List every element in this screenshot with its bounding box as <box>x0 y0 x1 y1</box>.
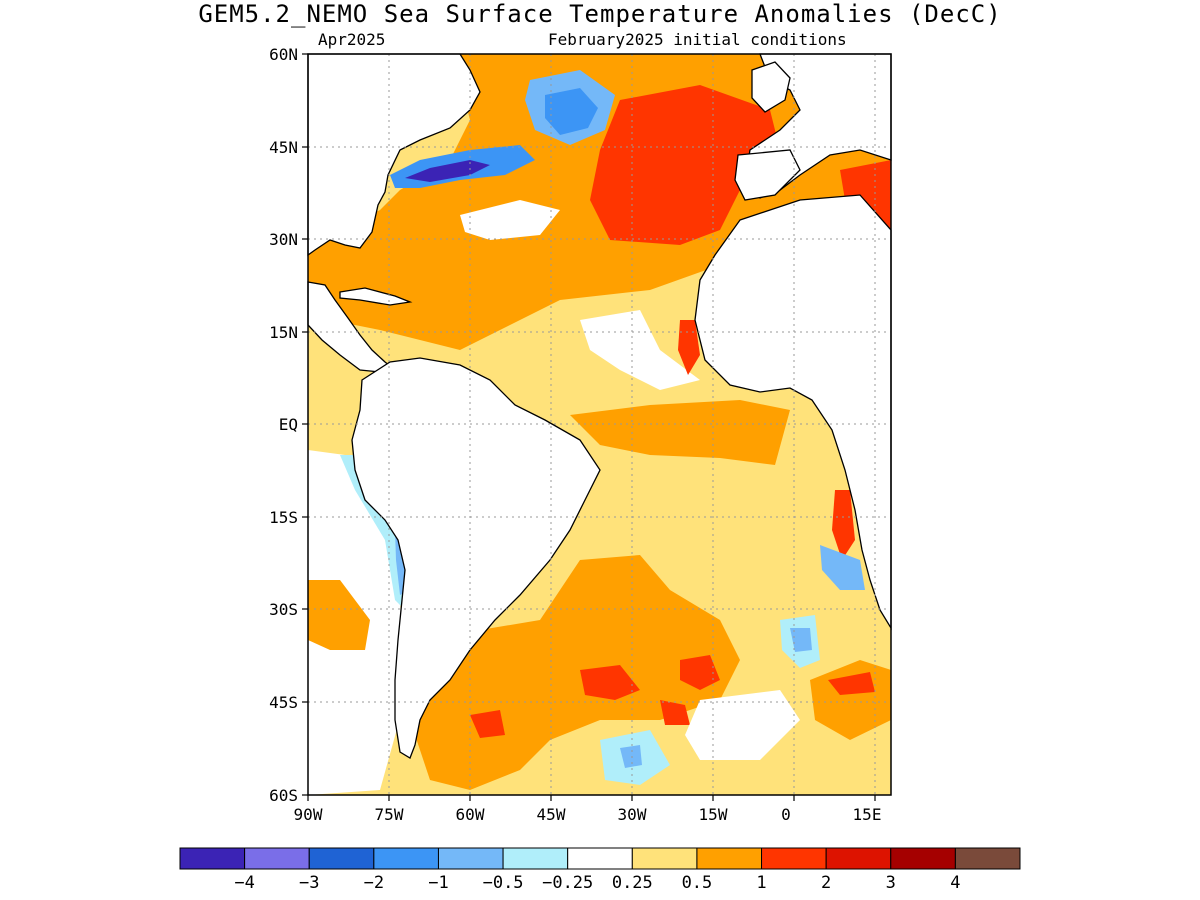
cold-patch-gulfstream-core <box>405 160 490 182</box>
cold-patch-south-1-core <box>620 745 642 768</box>
lat-label-30s: 30S <box>269 600 298 619</box>
iberia-land <box>734 149 801 201</box>
init-conditions-label: February2025 initial conditions <box>548 30 847 49</box>
graticule <box>308 54 891 795</box>
south-america-land <box>351 357 601 759</box>
colorbar-label: 0.25 <box>612 873 653 893</box>
colorbar-label: −0.25 <box>542 873 593 893</box>
colorbar-label: 3 <box>886 873 896 893</box>
neutral-patch-south <box>685 690 800 760</box>
cold-patch-labrador-core <box>545 88 598 135</box>
colorbar-swatch <box>567 847 633 870</box>
colorbar-swatch <box>502 847 569 870</box>
lon-label-60w: 60W <box>456 805 485 824</box>
lat-label-60s: 60S <box>269 786 298 805</box>
colorbar-swatch <box>373 847 439 870</box>
colorbar-swatch <box>890 847 956 870</box>
colorbar-label: −2 <box>364 873 384 893</box>
lon-label-90w: 90W <box>294 805 323 824</box>
colorbar-label: 1 <box>756 873 766 893</box>
cuba-island <box>339 287 413 306</box>
landmasses <box>307 53 892 759</box>
warm-patch-gulf-guinea <box>678 320 700 375</box>
latitude-labels: 60N 45N 30N 15N EQ 15S 30S 45S 60S <box>269 45 298 805</box>
longitude-labels: 90W 75W 60W 45W 30W 15W 0 15E <box>294 805 882 824</box>
colorbar-swatch <box>761 847 827 870</box>
red-patch-south-4 <box>660 700 690 725</box>
lat-label-30n: 30N <box>269 230 298 249</box>
colorbar-swatch <box>825 847 892 870</box>
colorbar-swatch <box>954 847 1021 870</box>
lat-label-60n: 60N <box>269 45 298 64</box>
red-patch-south-1 <box>580 665 640 700</box>
colorbar-swatch <box>631 847 698 870</box>
uk-land <box>751 61 791 113</box>
lat-label-eq: EQ <box>279 415 298 434</box>
valid-month-label: Apr2025 <box>318 30 386 49</box>
red-patch-southeast <box>828 672 875 695</box>
red-patch-midlatitude <box>590 85 780 245</box>
warm-patch-sw-pacific <box>308 580 370 650</box>
colorbar-swatch <box>696 847 763 870</box>
north-america-land <box>307 53 481 257</box>
map-title: GEM5.2_NEMO Sea Surface Temperature Anom… <box>198 0 1002 28</box>
lat-label-45n: 45N <box>269 138 298 157</box>
red-patch-mediterranean <box>840 160 891 232</box>
cold-patch-benguela <box>820 545 865 590</box>
neutral-patch-tropics <box>580 310 700 390</box>
colorbar-label: 0.5 <box>682 873 713 893</box>
lat-label-15n: 15N <box>269 323 298 342</box>
cold-patch-peru <box>340 455 410 610</box>
colorbar-label: 4 <box>950 873 960 893</box>
red-patch-south-3 <box>470 710 505 738</box>
colorbar-label: 2 <box>821 873 831 893</box>
colorbar-label: −1 <box>428 873 448 893</box>
colorbar-swatch <box>308 847 375 870</box>
colorbar: −4 −3 −2 −1 −0.5 −0.25 0.25 0.5 1 2 3 4 <box>179 847 1021 893</box>
axis-ticks <box>302 53 876 801</box>
warm-band-equatorial <box>570 400 790 465</box>
cold-patch-south-2-core <box>790 628 812 652</box>
colorbar-label: −0.5 <box>483 873 524 893</box>
lon-label-75w: 75W <box>375 805 404 824</box>
lat-label-15s: 15S <box>269 508 298 527</box>
red-patch-south-2 <box>680 655 720 690</box>
colorbar-label: −3 <box>299 873 319 893</box>
colorbar-label: −4 <box>234 873 254 893</box>
neutral-patch-north <box>460 200 560 240</box>
colorbar-swatch <box>437 847 504 870</box>
colorbar-swatch <box>244 847 310 870</box>
lon-label-0: 0 <box>781 805 791 824</box>
lon-label-45w: 45W <box>537 805 566 824</box>
lon-label-30w: 30W <box>618 805 647 824</box>
lon-label-15e: 15E <box>853 805 882 824</box>
lon-label-15w: 15W <box>699 805 728 824</box>
lat-label-45s: 45S <box>269 693 298 712</box>
warm-patch-benguela <box>832 490 855 560</box>
colorbar-swatch <box>179 847 246 870</box>
